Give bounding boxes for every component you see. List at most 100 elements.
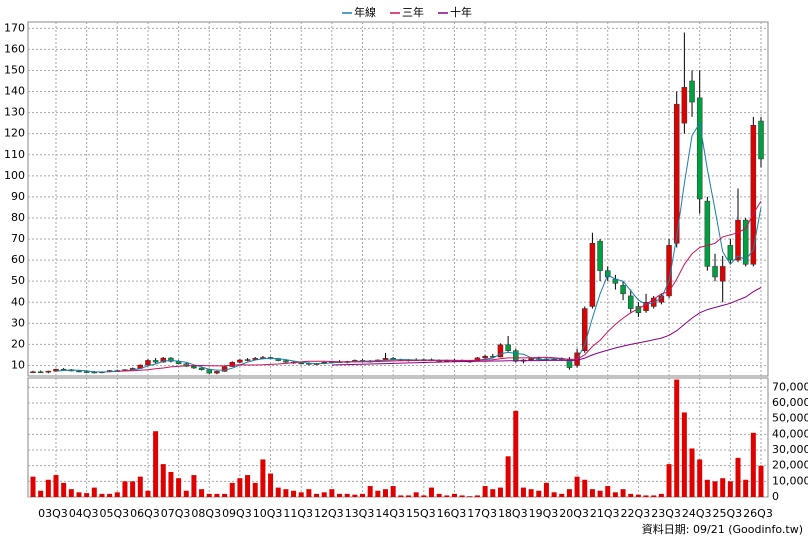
candle-body <box>482 355 488 359</box>
x-tick-label: 18Q3 <box>498 507 528 520</box>
volume-bar <box>689 448 695 497</box>
ma-line <box>331 287 762 366</box>
legend-label: 十年 <box>450 5 472 19</box>
volume-bar <box>520 487 526 497</box>
volume-bar <box>758 465 764 497</box>
volume-bar <box>727 481 733 497</box>
volume-bar <box>137 476 143 497</box>
volume-bar <box>84 493 90 497</box>
x-tick-label: 17Q3 <box>467 507 497 520</box>
candle-body <box>229 362 235 367</box>
volume-bar <box>107 493 113 497</box>
volume-bar <box>199 489 205 497</box>
volume-bar <box>597 490 603 497</box>
candle-body <box>727 245 734 261</box>
candle-body <box>742 219 749 265</box>
volume-bar <box>735 457 741 497</box>
x-tick-label: 03Q3 <box>38 507 68 520</box>
y-tick-label: 90 <box>11 190 25 203</box>
candle-body <box>673 103 680 244</box>
candle-body <box>283 360 289 363</box>
volume-bar <box>398 495 404 497</box>
volume-bar <box>589 489 595 497</box>
volume-bar <box>298 492 304 497</box>
candle-body <box>145 360 151 366</box>
volume-bar <box>283 489 289 497</box>
x-tick-label: 13Q3 <box>345 507 375 520</box>
volume-bar <box>620 489 626 497</box>
volume-bar <box>444 495 450 497</box>
volume-bar <box>352 494 358 497</box>
candle-body <box>505 344 511 351</box>
x-tick-label: 04Q3 <box>69 507 99 520</box>
x-tick-label: 25Q3 <box>713 507 743 520</box>
candle-body <box>750 125 757 265</box>
candle-body <box>37 371 44 374</box>
y-tick-label: 80 <box>11 211 25 224</box>
y-tick-label: 70 <box>11 232 25 245</box>
candle-body <box>221 366 228 372</box>
volume-bar <box>222 493 228 497</box>
y-tick-label: 60,000 <box>772 396 808 409</box>
candle-body <box>689 80 695 103</box>
volume-bar <box>291 490 297 497</box>
x-tick-label: 24Q3 <box>682 507 712 520</box>
y-tick-label: 20 <box>11 337 25 350</box>
volume-bar <box>268 473 274 497</box>
volume-bar <box>704 479 710 497</box>
x-tick-label: 12Q3 <box>314 507 344 520</box>
y-tick-label: 100 <box>4 169 25 182</box>
volume-bar <box>206 493 212 497</box>
candle-body <box>666 245 672 297</box>
candle-body <box>627 295 634 309</box>
volume-bar <box>176 478 182 497</box>
volume-bar <box>321 492 327 497</box>
candle-body <box>83 371 90 373</box>
volume-bar <box>513 410 519 497</box>
x-tick-label: 16Q3 <box>437 507 467 520</box>
volume-bar <box>130 481 136 497</box>
ma-line <box>55 121 762 373</box>
volume-bar <box>551 492 557 497</box>
volume-bar <box>505 456 511 497</box>
candle-body <box>53 369 59 372</box>
candle-body <box>513 350 519 362</box>
y-tick-label: 30,000 <box>772 443 808 456</box>
volume-bar <box>528 489 534 497</box>
volume-bar <box>405 495 411 497</box>
x-tick-label: 06Q3 <box>130 507 160 520</box>
candle-body <box>681 87 688 124</box>
volume-bar <box>543 482 549 497</box>
y-tick-label: 30 <box>11 316 25 329</box>
volume-bar <box>375 490 381 497</box>
volume-bar <box>214 493 220 497</box>
candle-body <box>160 357 167 363</box>
y-tick-label: 110 <box>4 148 25 161</box>
volume-panel <box>27 377 769 498</box>
volume-bar <box>68 489 74 497</box>
volume-bar <box>436 493 442 497</box>
volume-bar <box>61 482 67 497</box>
volume-bar <box>229 482 235 497</box>
volume-bar <box>697 459 703 497</box>
volume-bar <box>658 493 664 497</box>
volume-bar <box>237 478 243 497</box>
y-tick-label: 20,000 <box>772 459 808 472</box>
volume-bar <box>114 492 120 497</box>
x-tick-label: 26Q3 <box>743 507 773 520</box>
volume-bar <box>413 492 419 497</box>
candle-body <box>719 266 726 282</box>
volume-bar <box>390 486 396 497</box>
candle-body <box>206 369 213 374</box>
volume-bar <box>474 495 480 497</box>
candle-body <box>244 359 251 361</box>
x-tick-label: 05Q3 <box>99 507 129 520</box>
footer-note: 資料日期: 09/21 (Goodinfo.tw) <box>642 522 803 536</box>
candle-body <box>704 200 711 267</box>
volume-bar <box>612 492 618 497</box>
volume-bar <box>45 479 51 497</box>
volume-bar <box>628 493 634 497</box>
candle-body <box>76 370 82 373</box>
x-tick-label: 07Q3 <box>161 507 191 520</box>
